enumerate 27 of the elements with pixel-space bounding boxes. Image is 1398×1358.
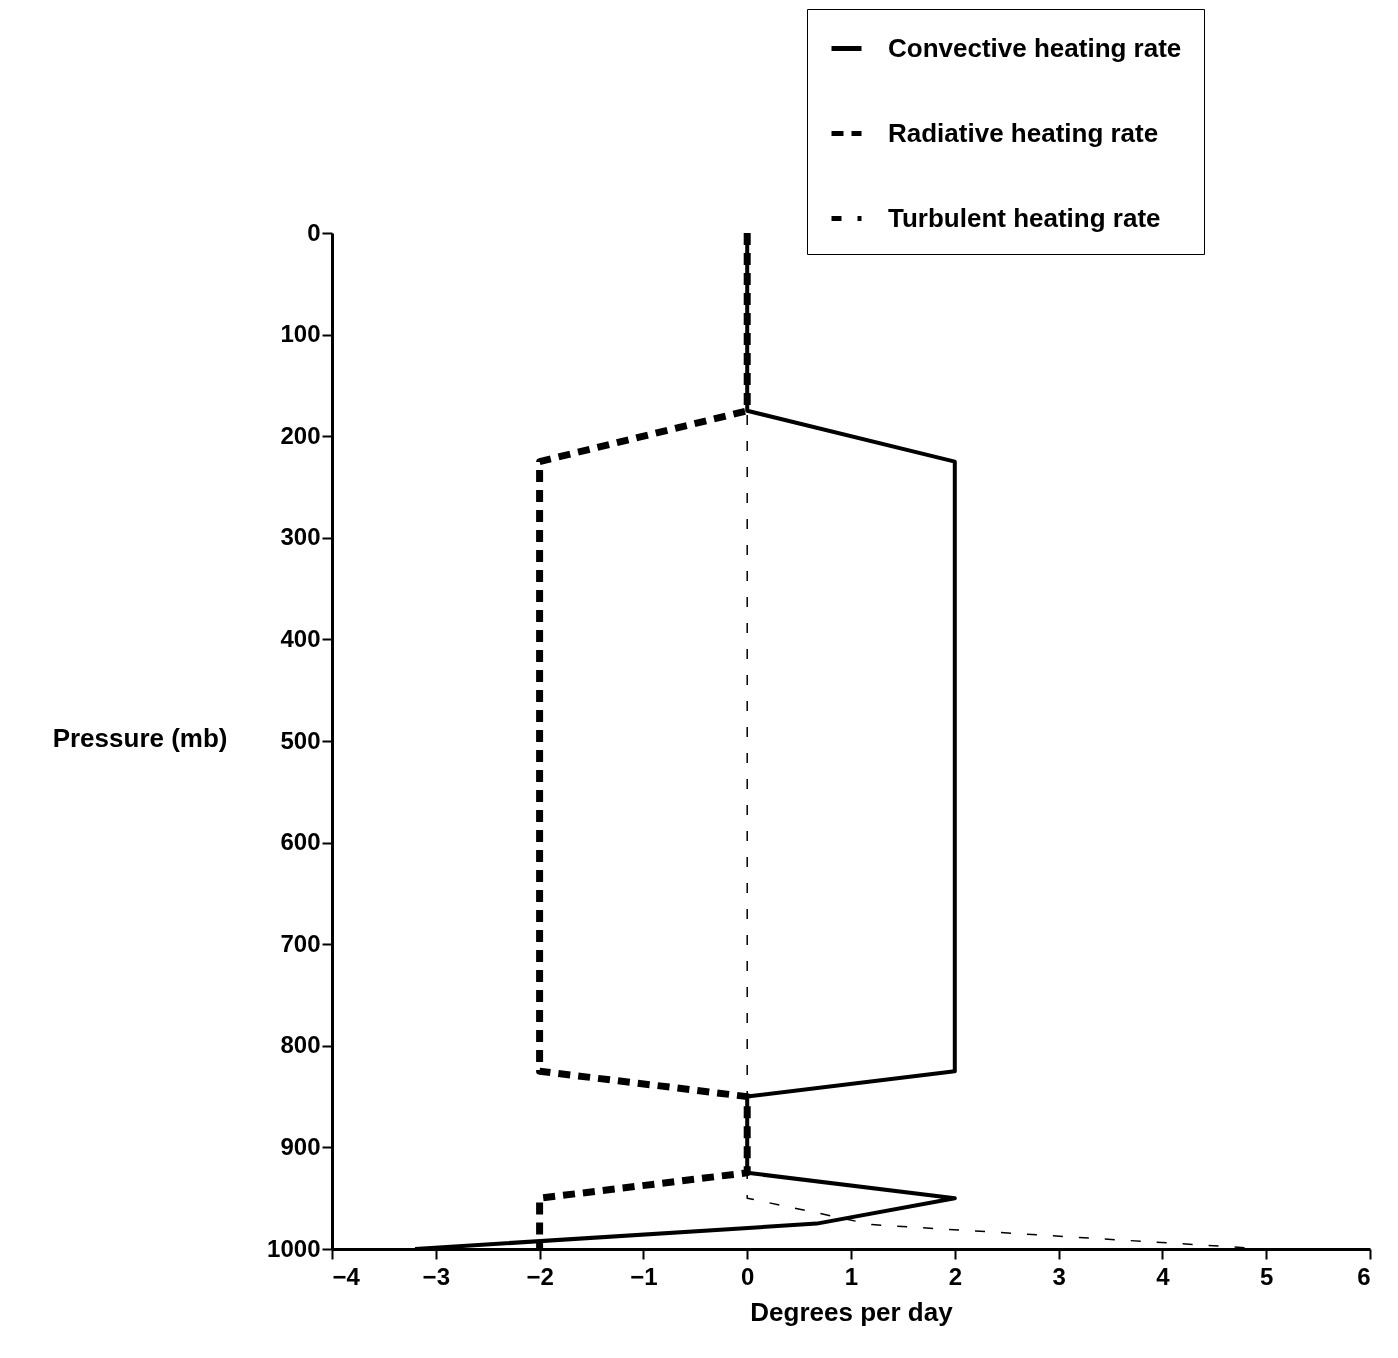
x-tick-label: 6 xyxy=(1357,1262,1371,1290)
x-tick-label: 2 xyxy=(948,1262,962,1290)
y-tick-label: 0 xyxy=(307,218,321,246)
y-tick-label: 900 xyxy=(280,1132,321,1160)
y-axis-title: Pressure (mb) xyxy=(52,722,228,753)
x-tick-label: −4 xyxy=(332,1262,361,1290)
x-tick-label: 4 xyxy=(1156,1262,1171,1290)
x-tick-label: 1 xyxy=(844,1262,859,1290)
y-tick-label: 700 xyxy=(280,929,321,957)
x-tick-label: 5 xyxy=(1260,1262,1274,1290)
y-tick-label: 200 xyxy=(280,421,321,449)
y-tick-label: 500 xyxy=(280,726,321,754)
y-tick-label: 300 xyxy=(280,523,321,551)
x-tick-label: −2 xyxy=(526,1262,554,1290)
x-tick-label: −1 xyxy=(630,1262,658,1290)
legend-label: Convective heating rate xyxy=(888,32,1182,63)
y-tick-label: 100 xyxy=(280,320,321,348)
y-tick-label: 1000 xyxy=(267,1234,321,1262)
x-tick-label: 0 xyxy=(741,1262,755,1290)
x-tick-label: −3 xyxy=(422,1262,450,1290)
x-axis-title: Degrees per day xyxy=(750,1296,954,1327)
y-tick-label: 800 xyxy=(280,1031,321,1059)
y-tick-label: 600 xyxy=(280,828,321,856)
y-tick-label: 400 xyxy=(280,624,321,652)
legend-label: Radiative heating rate xyxy=(888,117,1159,148)
x-tick-label: 3 xyxy=(1052,1262,1066,1290)
legend-label: Turbulent heating rate xyxy=(888,202,1161,233)
